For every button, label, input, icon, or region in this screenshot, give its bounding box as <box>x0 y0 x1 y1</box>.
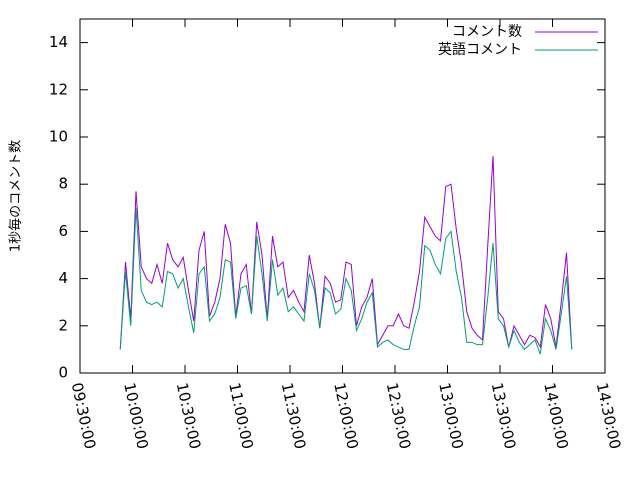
y-tick-label: 2 <box>58 316 68 334</box>
series-line <box>119 207 573 355</box>
legend-label: コメント数 <box>452 24 522 40</box>
y-tick-label: 6 <box>58 222 68 240</box>
y-tick-label: 14 <box>49 33 68 51</box>
series-line <box>119 155 573 350</box>
y-tick-label: 4 <box>58 269 68 287</box>
y-tick-label: 12 <box>49 80 68 98</box>
y-tick-label: 0 <box>58 364 68 382</box>
y-tick-label: 8 <box>58 175 68 193</box>
legend-label: 英語コメント <box>438 41 522 58</box>
y-tick-label: 10 <box>49 128 68 146</box>
y-axis-label: 1秒毎のコメント数 <box>8 140 24 252</box>
